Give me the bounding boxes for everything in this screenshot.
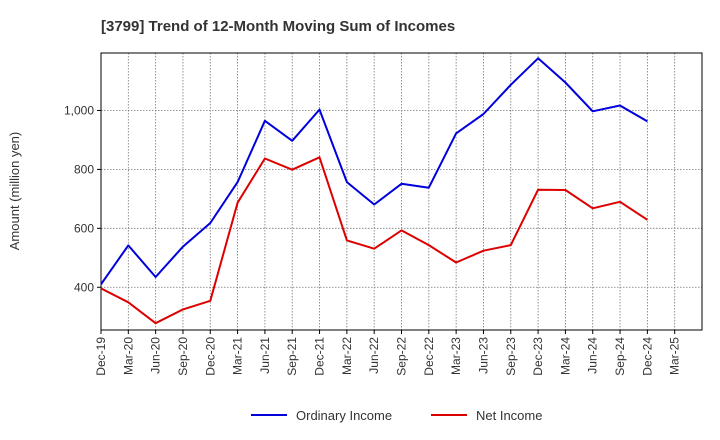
x-tick-label: Sep-22: [395, 337, 409, 376]
y-axis-ticks: 400 600 800 1,000: [64, 103, 101, 294]
legend-label-ordinary-income: Ordinary Income: [296, 408, 392, 423]
x-tick-label: Sep-20: [176, 337, 190, 376]
series-line-net-income: [100, 156, 648, 325]
legend: Ordinary Income Net Income: [251, 408, 542, 423]
x-tick-label: Jun-24: [586, 337, 600, 374]
chart-title: [3799] Trend of 12-Month Moving Sum of I…: [101, 18, 455, 35]
x-tick-label: Jun-21: [258, 337, 272, 374]
x-tick-label: Dec-23: [531, 337, 545, 376]
x-tick-label: Dec-20: [203, 337, 217, 376]
y-axis-label: Amount (million yen): [7, 132, 22, 251]
x-tick-label: Dec-21: [313, 337, 327, 376]
x-tick-label: Sep-21: [285, 337, 299, 376]
x-tick-label: Dec-19: [94, 337, 108, 376]
series: [100, 57, 648, 325]
x-tick-label: Mar-22: [340, 337, 354, 375]
x-tick-label: Jun-23: [476, 337, 490, 374]
x-tick-label: Mar-21: [231, 337, 245, 375]
x-tick-label: Mar-23: [449, 337, 463, 375]
x-tick-label: Sep-24: [613, 337, 627, 376]
x-tick-label: Dec-24: [640, 337, 654, 376]
y-tick-label: 1,000: [64, 103, 94, 117]
x-tick-label: Mar-25: [668, 337, 682, 375]
x-tick-label: Mar-24: [558, 337, 572, 375]
x-tick-label: Dec-22: [422, 337, 436, 376]
y-tick-label: 600: [74, 221, 94, 235]
x-tick-label: Sep-23: [504, 337, 518, 376]
legend-label-net-income: Net Income: [476, 408, 542, 423]
x-tick-label: Jun-20: [149, 337, 163, 374]
x-axis-ticks: Dec-19 Mar-20 Jun-20 Sep-20 Dec-20 Mar-21 Jun-…: [94, 330, 682, 376]
y-tick-label: 800: [74, 162, 94, 176]
x-tick-label: Mar-20: [121, 337, 135, 375]
series-line-ordinary-income: [100, 57, 648, 285]
x-tick-label: Jun-22: [367, 337, 381, 374]
y-tick-label: 400: [74, 280, 94, 294]
